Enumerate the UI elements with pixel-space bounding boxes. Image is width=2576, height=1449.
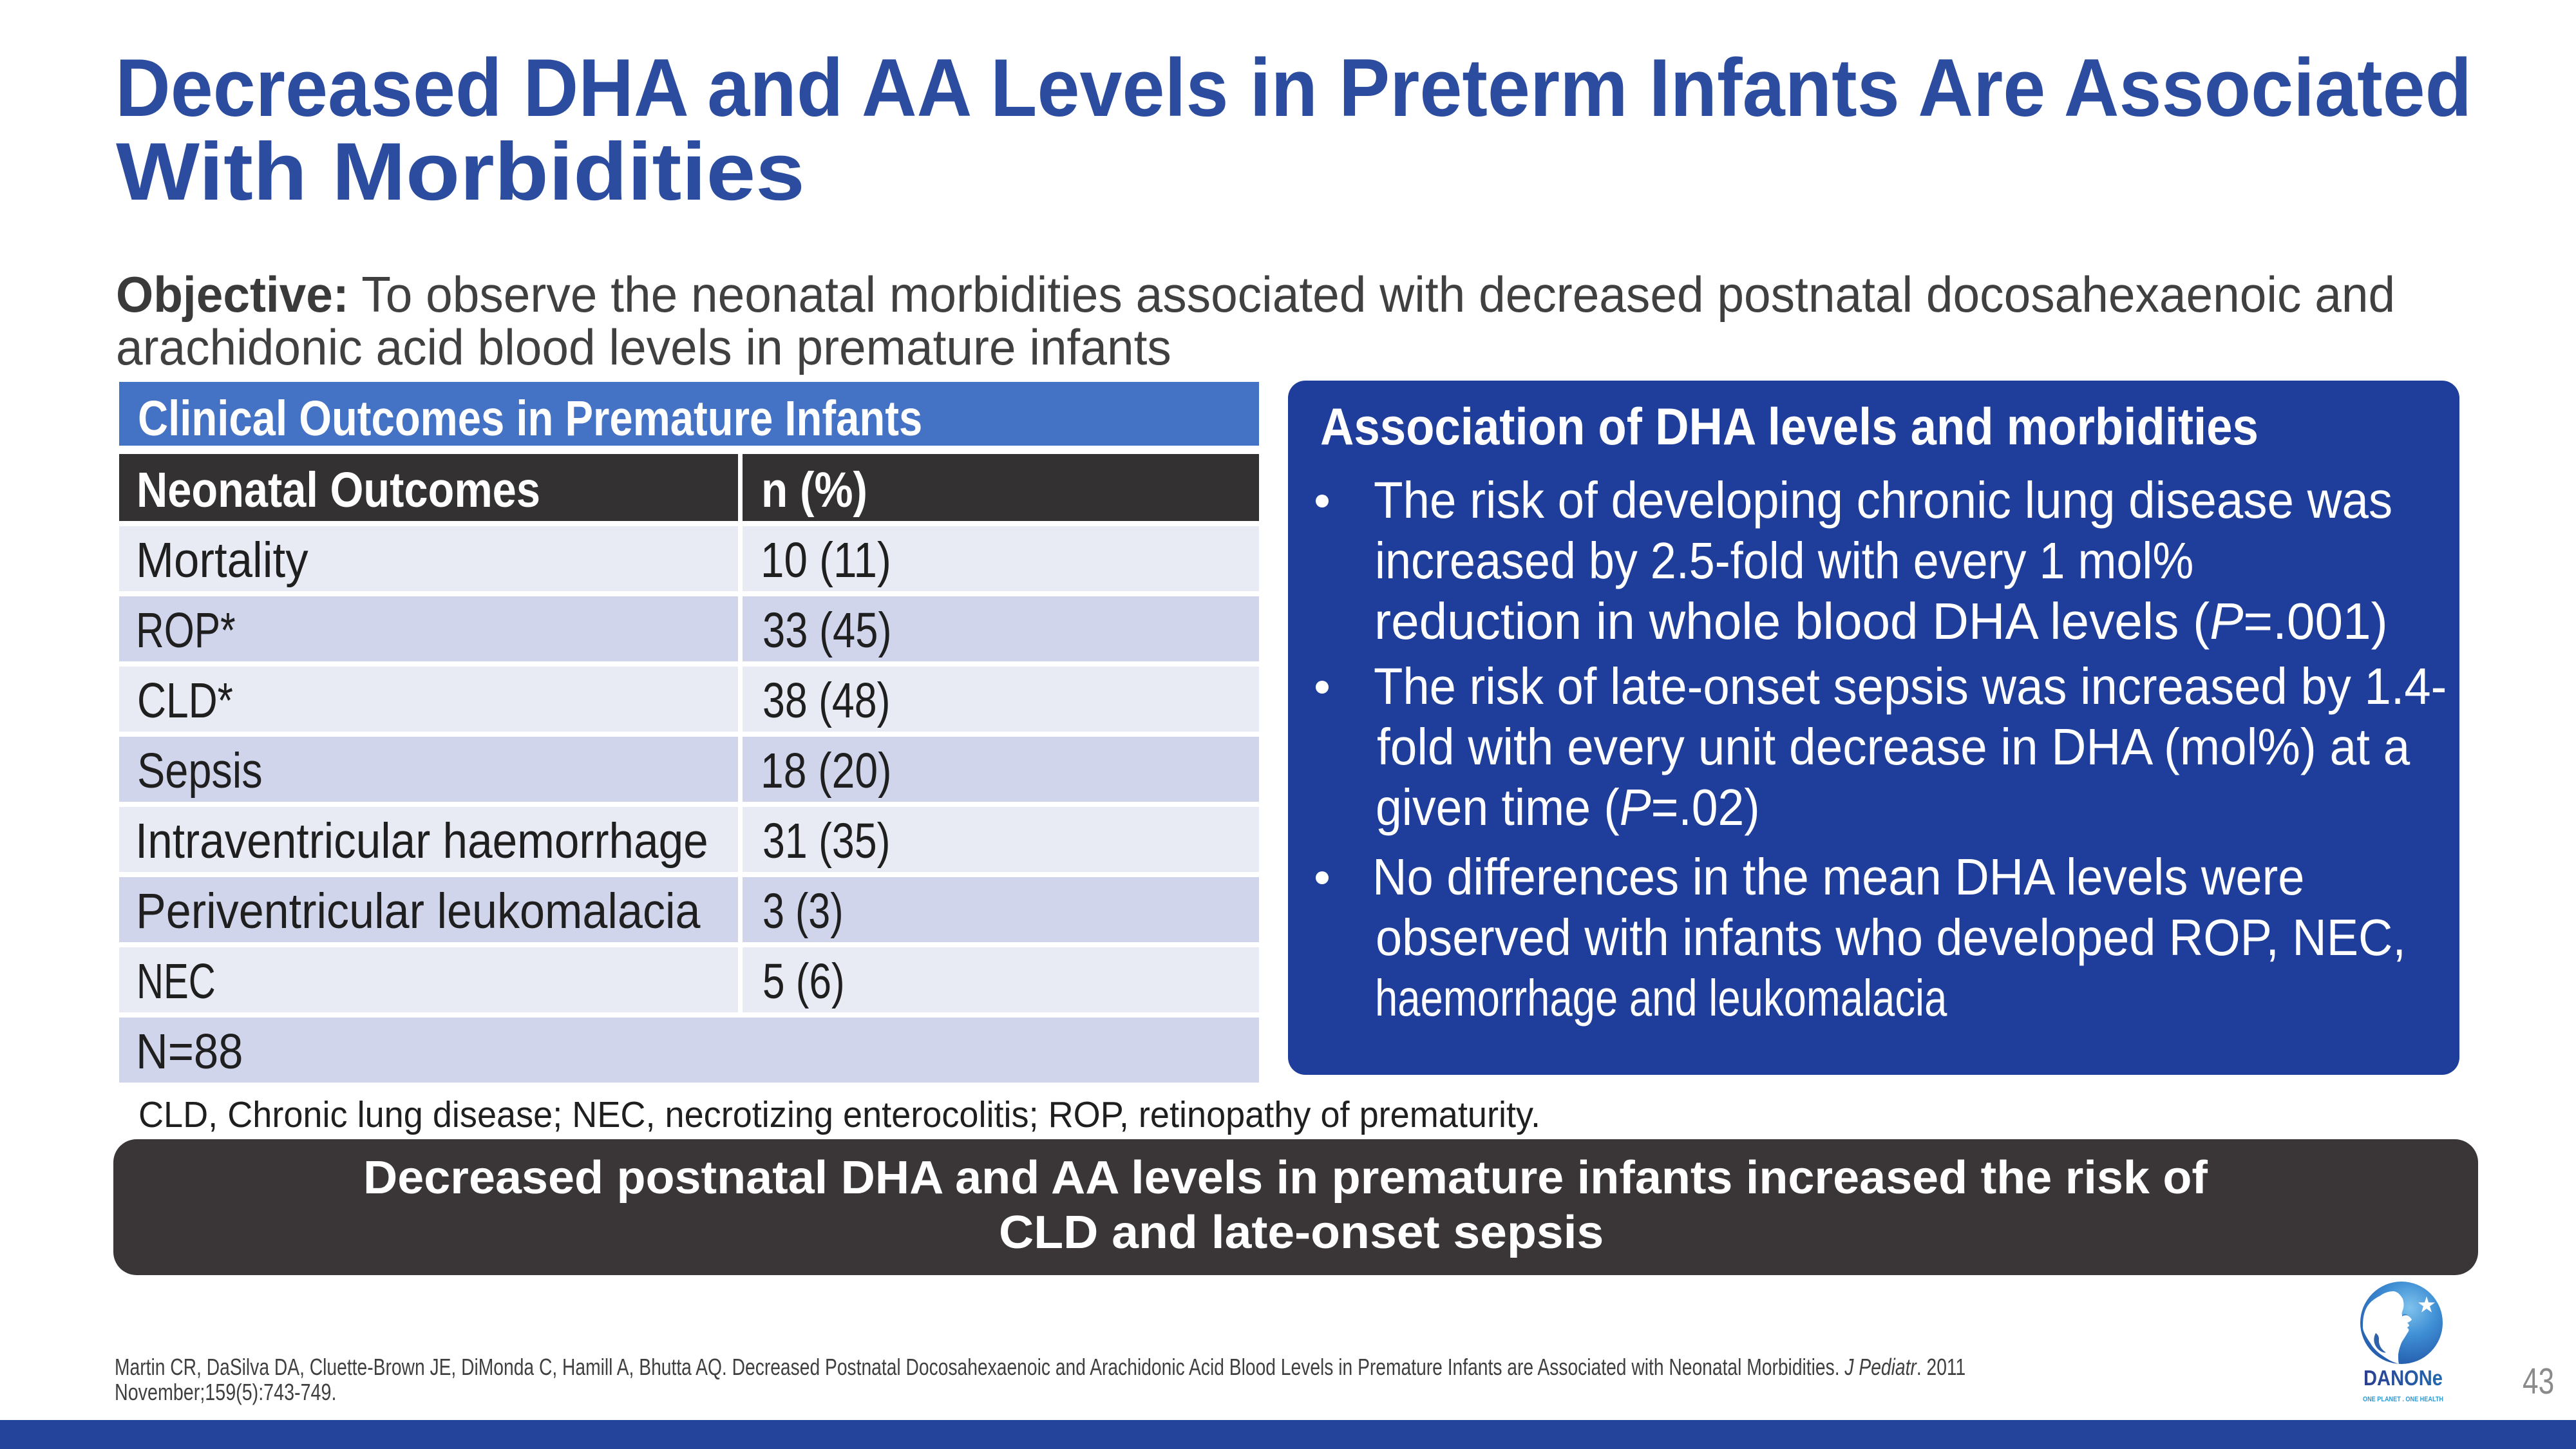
svg-text:ONE PLANET . ONE HEALTH: ONE PLANET . ONE HEALTH — [2363, 1396, 2443, 1403]
svg-text:DANONe: DANONe — [2363, 1366, 2443, 1390]
